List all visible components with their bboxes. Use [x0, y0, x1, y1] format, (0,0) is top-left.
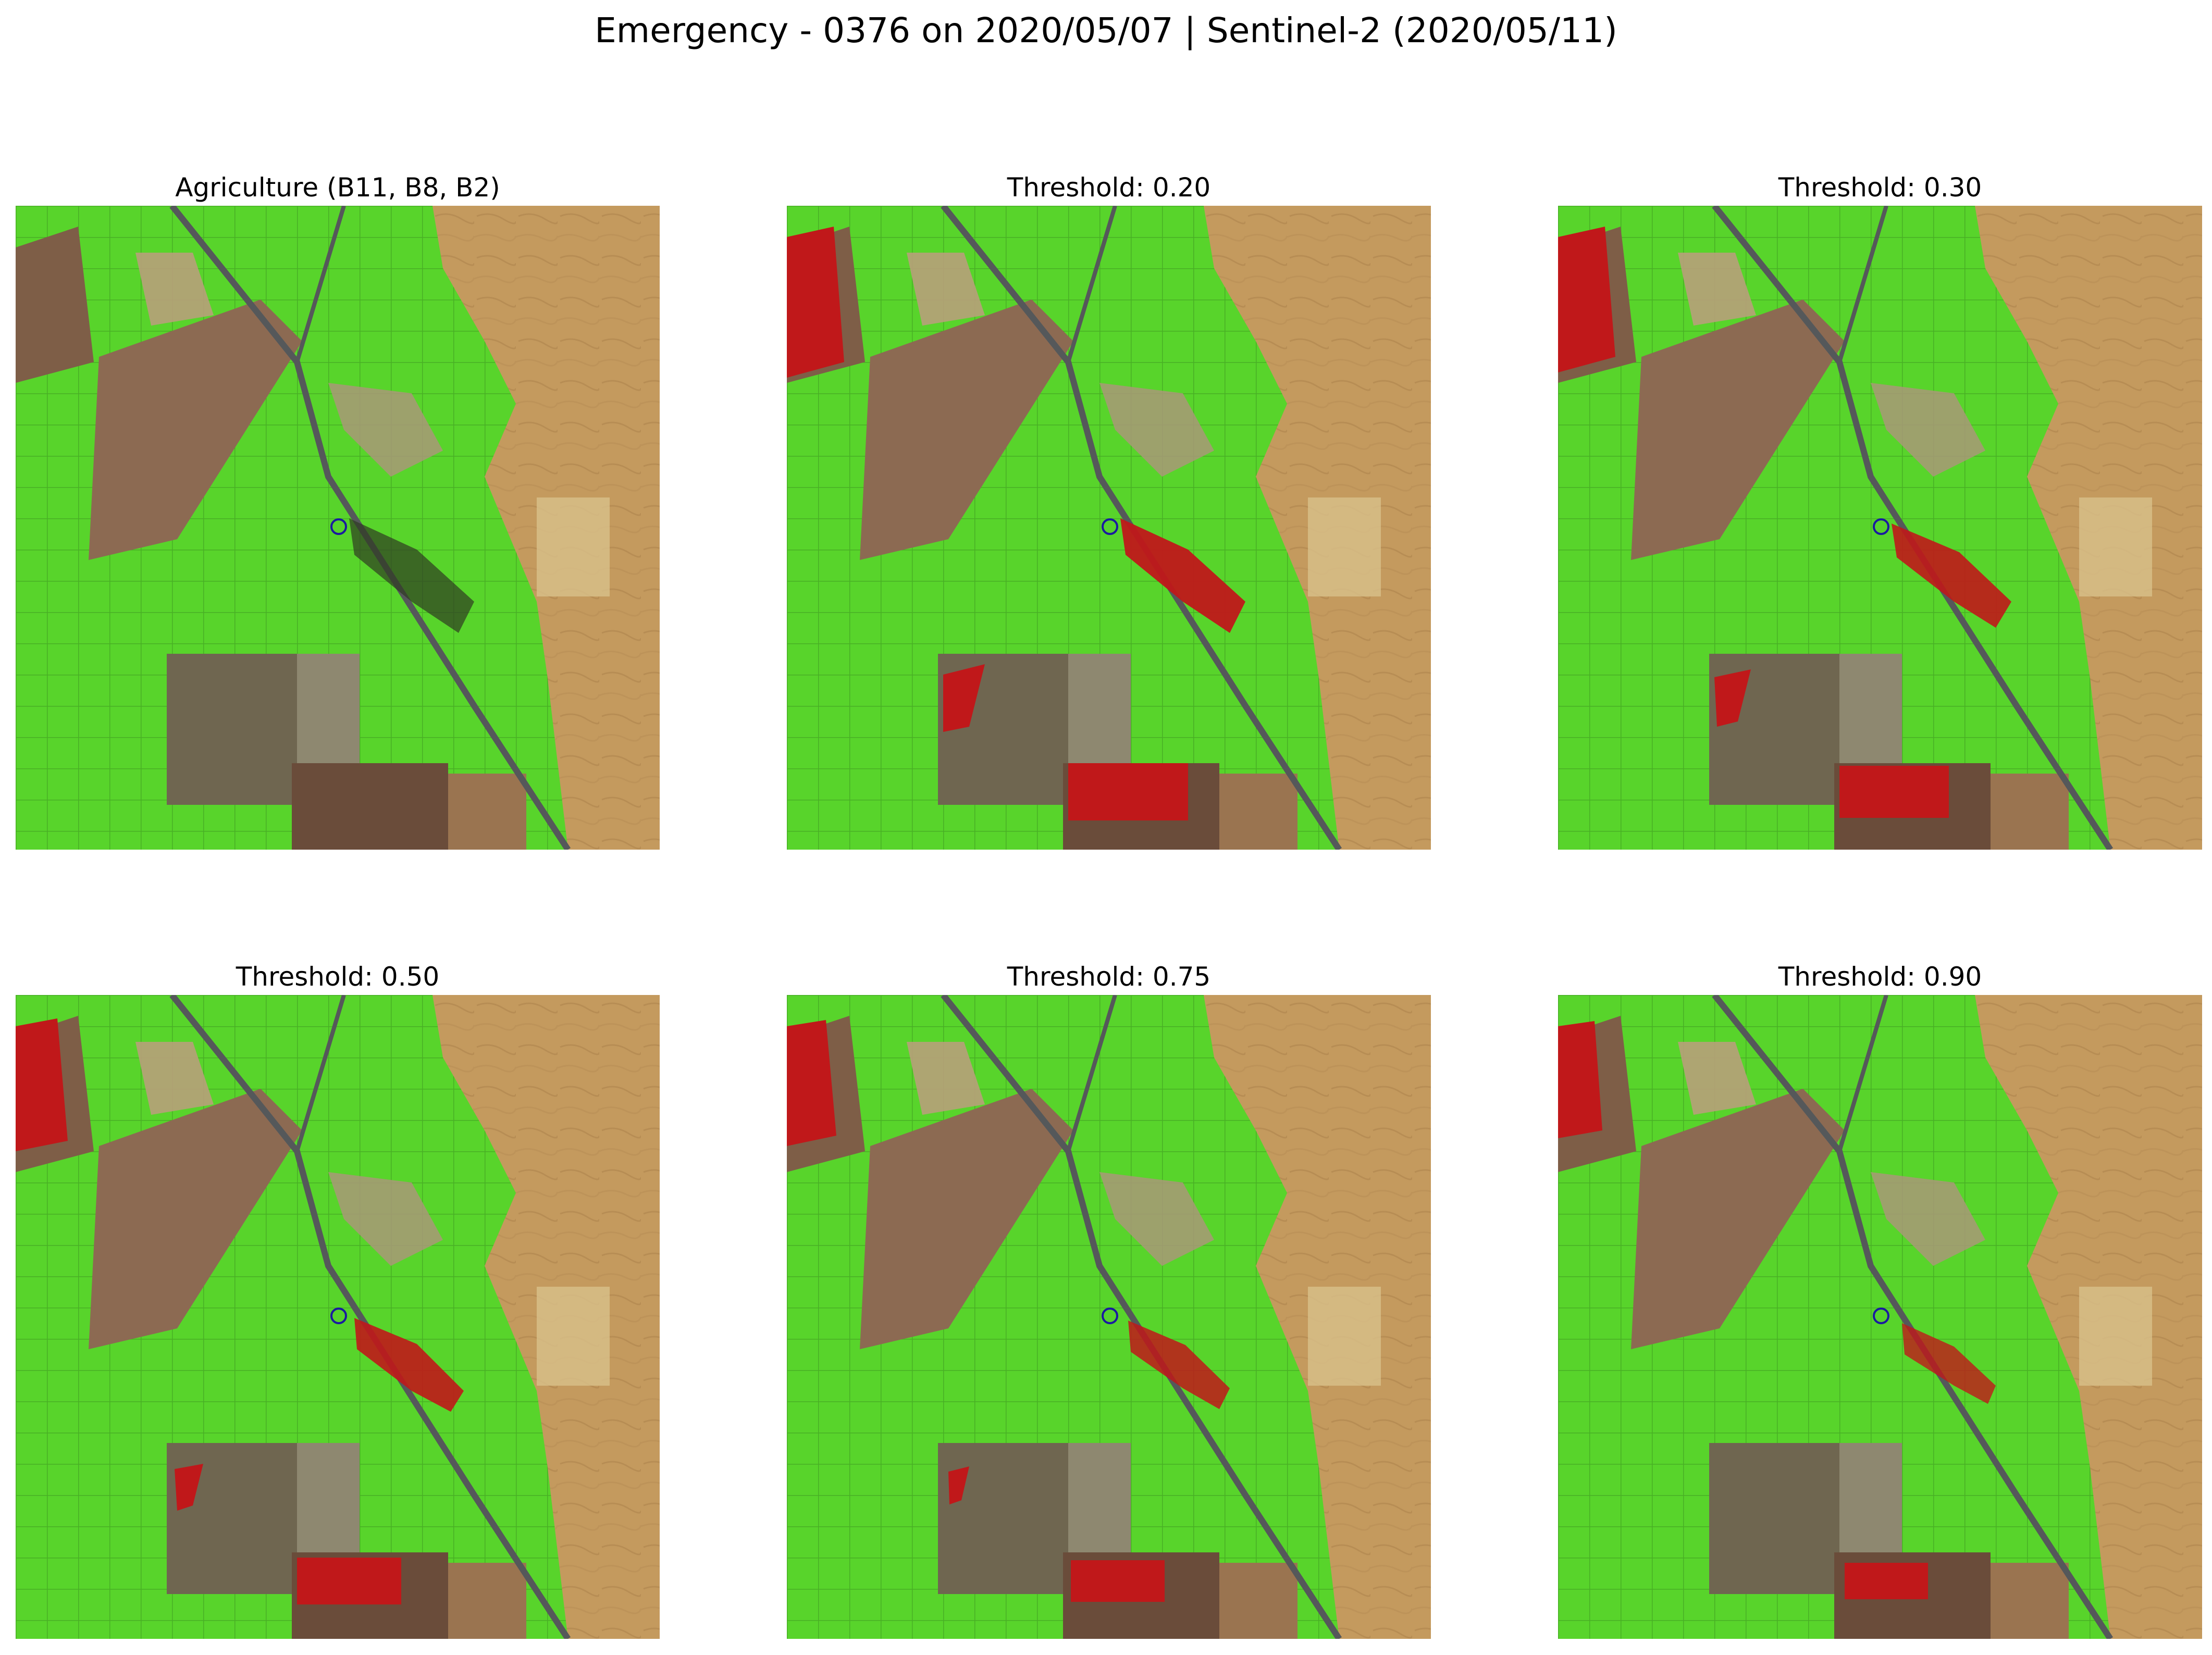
- burn-mask: [354, 1318, 464, 1412]
- burn-mask: [1558, 1021, 1602, 1138]
- location-marker: [1102, 1308, 1118, 1324]
- panel-title: Threshold: 0.20: [1007, 172, 1211, 203]
- burn-mask: [1839, 766, 1949, 818]
- figure-title: Emergency - 0376 on 2020/05/07 | Sentine…: [595, 10, 1617, 51]
- burn-mask: [787, 1020, 836, 1146]
- location-marker: [1873, 1308, 1889, 1324]
- burn-mask: [1902, 1323, 1996, 1404]
- burn-mask: [948, 1466, 969, 1504]
- panel-title: Agriculture (B11, B8, B2): [175, 172, 500, 203]
- burn-mask: [1558, 227, 1615, 372]
- location-marker: [1873, 518, 1889, 535]
- panel-title: Threshold: 0.75: [1007, 962, 1211, 992]
- burn-mask: [1120, 518, 1245, 633]
- burn-mask: [1068, 763, 1188, 820]
- location-marker: [330, 1308, 347, 1324]
- satellite-image: [16, 995, 660, 1639]
- burn-mask: [1714, 669, 1751, 727]
- panel-threshold-090: Threshold: 0.90: [1558, 959, 2202, 1639]
- panel-title: Threshold: 0.50: [236, 962, 440, 992]
- panel-threshold-075: Threshold: 0.75: [787, 959, 1431, 1639]
- satellite-image: [1558, 995, 2202, 1639]
- satellite-image: [787, 206, 1431, 850]
- panel-title: Threshold: 0.30: [1778, 172, 1982, 203]
- panel-agriculture: Agriculture (B11, B8, B2): [16, 169, 660, 850]
- burn-mask: [943, 664, 985, 732]
- location-marker: [1102, 518, 1118, 535]
- panel-threshold-020: Threshold: 0.20: [787, 169, 1431, 850]
- panel-threshold-030: Threshold: 0.30: [1558, 169, 2202, 850]
- burn-mask: [1071, 1560, 1165, 1602]
- satellite-image: [1558, 206, 2202, 850]
- burn-mask: [1128, 1321, 1230, 1409]
- burn-mask: [297, 1558, 401, 1604]
- burn-mask: [1845, 1563, 1928, 1599]
- dark-field-patch: [349, 518, 474, 633]
- panel-threshold-050: Threshold: 0.50: [16, 959, 660, 1639]
- burn-mask: [175, 1464, 203, 1511]
- panel-title: Threshold: 0.90: [1778, 962, 1982, 992]
- location-marker: [330, 518, 347, 535]
- satellite-image: [16, 206, 660, 850]
- burn-mask: [1892, 524, 2011, 628]
- satellite-image: [787, 995, 1431, 1639]
- burn-mask: [16, 1018, 68, 1151]
- burn-mask: [787, 227, 844, 378]
